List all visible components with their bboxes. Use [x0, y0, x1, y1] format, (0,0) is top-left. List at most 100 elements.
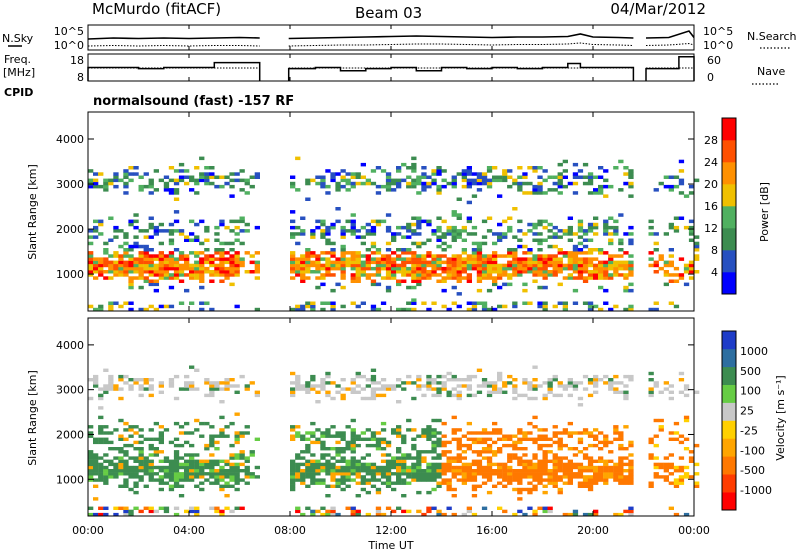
power-cell — [396, 181, 402, 186]
power-cell — [355, 254, 361, 258]
velocity-cell — [663, 469, 669, 473]
velocity-cell — [567, 393, 573, 398]
power-cell — [385, 273, 392, 277]
power-cell — [421, 184, 427, 189]
velocity-cell — [618, 447, 624, 451]
power-cell — [148, 254, 154, 258]
velocity-cell — [406, 374, 412, 379]
power-cell — [668, 254, 674, 258]
velocity-cell — [229, 472, 235, 476]
velocity-cell — [628, 453, 634, 457]
power-cell — [486, 229, 493, 233]
power-cell — [93, 235, 99, 239]
power-cell — [113, 184, 119, 189]
velocity-cell — [330, 465, 336, 470]
velocity-cell — [229, 509, 235, 514]
power-cell — [532, 263, 538, 268]
velocity-cell — [466, 374, 472, 379]
power-cell — [532, 254, 538, 258]
velocity-cell — [507, 481, 513, 485]
velocity-colorbar-swatch — [722, 366, 736, 385]
power-cell — [678, 181, 685, 186]
power-cell — [315, 266, 321, 271]
velocity-cell — [143, 484, 149, 488]
velocity-cell — [497, 465, 503, 470]
power-cell — [416, 178, 422, 183]
power-cell — [456, 263, 462, 268]
velocity-cell — [572, 475, 579, 479]
velocity-cell — [189, 365, 195, 369]
velocity-cell — [456, 453, 462, 457]
velocity-cell — [325, 465, 331, 470]
power-cell — [663, 184, 669, 189]
velocity-cell — [527, 487, 533, 492]
power-cell — [229, 194, 235, 198]
power-cell — [406, 166, 412, 170]
power-cell — [618, 266, 624, 271]
power-cell — [184, 266, 190, 271]
velocity-cell — [527, 431, 533, 435]
velocity-cell — [310, 384, 316, 388]
velocity-cell — [451, 393, 457, 398]
power-cell — [593, 225, 599, 230]
velocity-cell — [103, 387, 109, 391]
power-cell — [608, 254, 614, 258]
velocity-cell — [492, 440, 498, 445]
velocity-cell — [552, 456, 558, 460]
power-cell — [355, 229, 361, 233]
velocity-cell — [310, 465, 316, 470]
velocity-cell — [441, 387, 447, 391]
velocity-cell — [441, 478, 447, 482]
power-cell — [153, 270, 159, 274]
velocity-cell — [507, 472, 513, 476]
velocity-cell — [673, 484, 680, 488]
velocity-cell — [345, 387, 351, 391]
velocity-cell — [370, 472, 377, 476]
velocity-cell — [370, 465, 377, 470]
velocity-cell — [582, 428, 589, 432]
power-cell — [320, 301, 326, 305]
velocity-cell — [355, 509, 361, 514]
power-cell — [431, 169, 437, 173]
velocity-cell — [335, 390, 341, 394]
velocity-cell — [694, 443, 700, 448]
power-cell — [572, 263, 579, 268]
power-cell — [411, 263, 417, 268]
velocity-cell — [330, 506, 336, 510]
velocity-cell — [542, 381, 548, 385]
power-cell — [628, 181, 634, 186]
velocity-cell — [446, 478, 452, 482]
velocity-cell — [199, 472, 205, 476]
velocity-cell — [517, 475, 523, 479]
power-cell — [204, 270, 210, 274]
velocity-cell — [557, 437, 563, 441]
velocity-cell — [562, 456, 568, 460]
velocity-cell — [613, 390, 619, 394]
velocity-colorbar-tick-label: -100 — [740, 444, 765, 457]
power-cell — [486, 257, 493, 261]
velocity-cell — [532, 437, 538, 441]
velocity-cell — [244, 459, 250, 463]
velocity-cell — [466, 478, 472, 482]
velocity-cell — [340, 487, 346, 492]
velocity-cell — [98, 437, 104, 441]
power-cell — [572, 301, 579, 305]
velocity-cell — [577, 381, 584, 385]
power-cell — [593, 216, 599, 220]
velocity-cell — [244, 384, 250, 388]
power-cell — [471, 266, 478, 271]
velocity-cell — [148, 509, 154, 514]
velocity-cell — [658, 425, 664, 429]
velocity-cell — [461, 465, 467, 470]
velocity-cell — [385, 462, 392, 467]
power-cell — [88, 178, 94, 183]
velocity-cell — [254, 437, 260, 441]
power-cell — [335, 184, 341, 189]
velocity-cell — [350, 418, 356, 423]
velocity-cell — [128, 425, 134, 429]
power-cell — [194, 270, 200, 274]
velocity-cell — [648, 437, 654, 441]
power-cell — [411, 166, 417, 170]
velocity-cell — [587, 475, 594, 479]
power-cell — [168, 257, 175, 261]
